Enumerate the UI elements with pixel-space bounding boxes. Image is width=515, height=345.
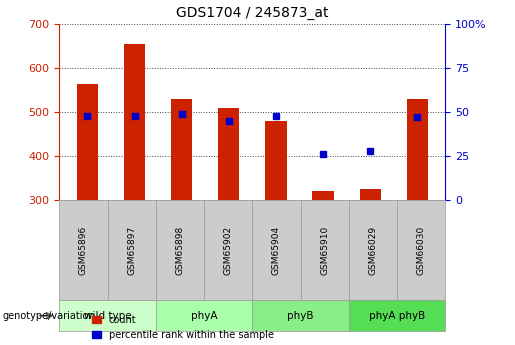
Text: GSM65910: GSM65910 <box>320 226 329 275</box>
Text: GSM65897: GSM65897 <box>127 226 136 275</box>
Legend: count, percentile rank within the sample: count, percentile rank within the sample <box>92 315 274 340</box>
Bar <box>313 191 334 200</box>
Text: phyA phyB: phyA phyB <box>369 311 425 321</box>
Text: genotype/variation: genotype/variation <box>3 311 95 321</box>
Text: GSM65898: GSM65898 <box>176 226 184 275</box>
Bar <box>218 108 239 200</box>
Text: phyB: phyB <box>287 311 314 321</box>
Bar <box>171 99 192 200</box>
Bar <box>265 121 286 200</box>
Bar <box>124 44 145 200</box>
Bar <box>77 83 98 200</box>
Text: GSM65902: GSM65902 <box>224 226 233 275</box>
Text: GSM66030: GSM66030 <box>417 226 426 275</box>
Bar <box>407 99 428 200</box>
Text: GSM66029: GSM66029 <box>369 226 377 275</box>
Text: GSM65896: GSM65896 <box>79 226 88 275</box>
Text: phyA: phyA <box>191 311 217 321</box>
Text: wild type: wild type <box>84 311 131 321</box>
Text: GSM65904: GSM65904 <box>272 226 281 275</box>
Title: GDS1704 / 245873_at: GDS1704 / 245873_at <box>176 6 329 20</box>
Bar <box>359 189 381 200</box>
